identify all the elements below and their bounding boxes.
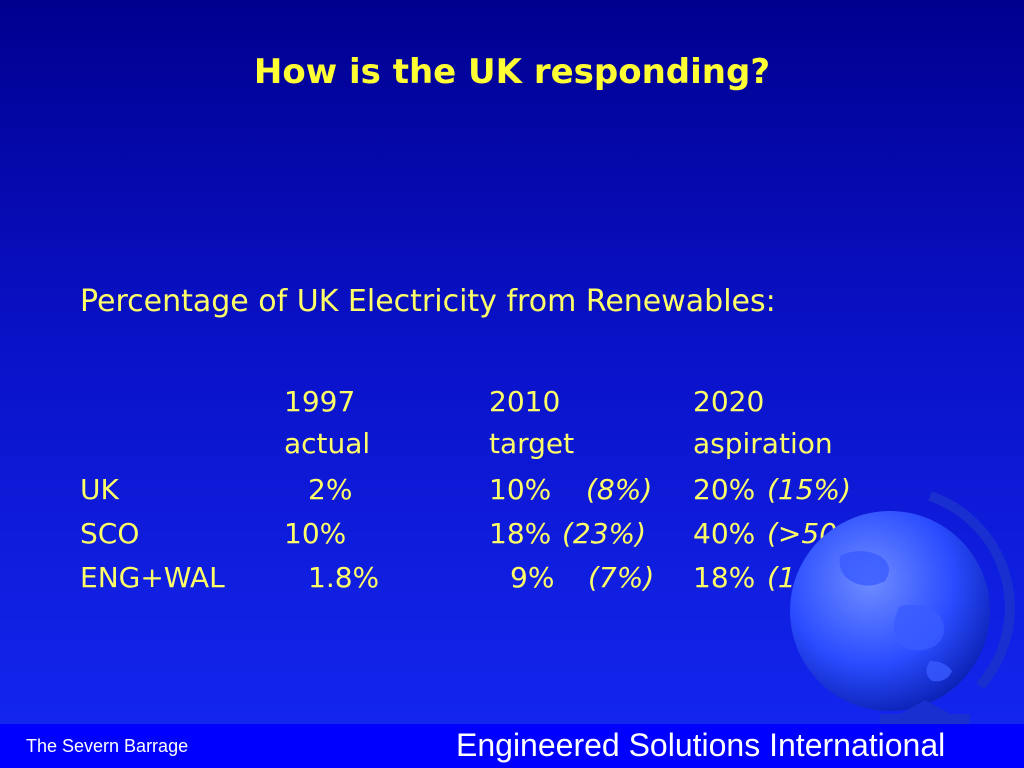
col-year-2020: 2020: [693, 385, 765, 418]
slide-subtitle: Percentage of UK Electricity from Renewa…: [80, 284, 776, 319]
row-sco-1997: 10%: [284, 517, 347, 550]
row-engwal-2020: 18%: [693, 561, 756, 594]
footer-company-name: Engineered Solutions International: [456, 727, 946, 763]
row-engwal-2010: 9%: [510, 561, 555, 594]
globe-icon: [790, 491, 1015, 724]
footer-bar: The Severn Barrage Engineered Solutions …: [0, 724, 1024, 768]
row-sco-2020: 40%: [693, 517, 756, 550]
row-uk-2010-alt: (8%): [586, 473, 653, 506]
row-sco-2010-alt: (23%): [562, 517, 647, 550]
col-year-2010: 2010: [489, 385, 561, 418]
row-sco-2010: 18%: [489, 517, 552, 550]
row-uk-1997: 2%: [308, 473, 353, 506]
col-label-actual: actual: [284, 427, 371, 460]
row-uk-2020-alt: (15%): [767, 473, 852, 506]
row-engwal-2010-alt: (7%): [588, 561, 655, 594]
col-label-target: target: [489, 427, 575, 460]
row-uk-2020: 20%: [693, 473, 756, 506]
footer-presentation-title: The Severn Barrage: [26, 736, 189, 756]
row-region-uk: UK: [80, 473, 119, 506]
slide-title: How is the UK responding?: [253, 52, 771, 92]
col-label-aspiration: aspiration: [693, 427, 833, 460]
row-region-engwal: ENG+WAL: [80, 561, 225, 594]
row-engwal-1997: 1.8%: [308, 561, 380, 594]
col-year-1997: 1997: [284, 385, 356, 418]
row-region-sco: SCO: [80, 517, 140, 550]
row-uk-2010: 10%: [489, 473, 552, 506]
